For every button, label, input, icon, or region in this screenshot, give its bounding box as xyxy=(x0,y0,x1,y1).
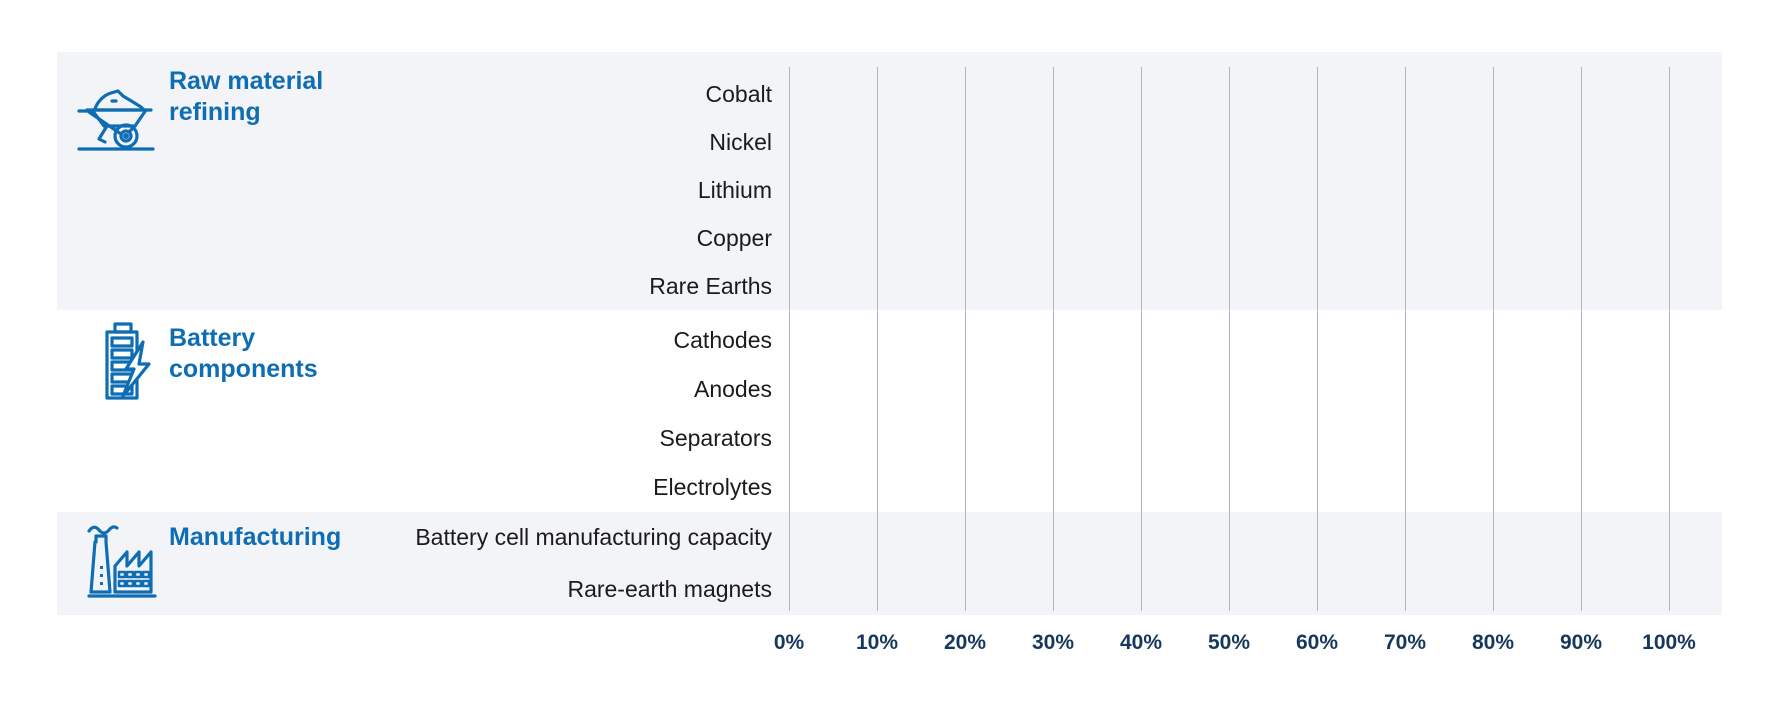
row-label-rare-earths: Rare Earths xyxy=(649,272,772,299)
x-tick-20: 20% xyxy=(943,631,987,654)
gridlines xyxy=(57,52,1722,615)
group-title-battery-components: Battery components xyxy=(169,324,318,383)
gridline-60 xyxy=(1317,67,1318,611)
row-label-cobalt: Cobalt xyxy=(705,80,772,107)
wheelbarrow-icon xyxy=(77,74,163,152)
gridline-10 xyxy=(877,67,878,611)
x-axis: 0% 10% 20% 30% 40% 50% 60% 70% 80% 90% 1… xyxy=(57,630,1722,658)
gridline-20 xyxy=(965,67,966,611)
x-tick-90: 90% xyxy=(1559,631,1603,654)
row-nickel: Nickel xyxy=(57,118,1722,166)
row-battery-cell-manufacturing-capacity: Battery cell manufacturing capacity xyxy=(57,512,1722,564)
group-manufacturing: Manufacturing Battery cell manufacturing… xyxy=(57,512,1722,615)
group-raw-material-refining: Raw material refining Cobalt Nickel Lith… xyxy=(57,52,1722,310)
battery-icon xyxy=(95,322,161,402)
row-label-battery-cell-manufacturing-capacity: Battery cell manufacturing capacity xyxy=(415,524,772,551)
gridline-50 xyxy=(1229,67,1230,611)
x-tick-40: 40% xyxy=(1119,631,1163,654)
x-tick-50: 50% xyxy=(1207,631,1251,654)
row-cathodes: Cathodes xyxy=(57,316,1722,365)
row-anodes: Anodes xyxy=(57,365,1722,414)
row-label-nickel: Nickel xyxy=(709,128,772,155)
x-tick-80: 80% xyxy=(1471,631,1515,654)
x-tick-0: 0% xyxy=(773,631,805,654)
gridline-0 xyxy=(789,67,790,611)
group-battery-components: Battery components Cathodes Anodes Separ… xyxy=(57,310,1722,512)
factory-icon xyxy=(75,522,163,600)
gridline-40 xyxy=(1141,67,1142,611)
group-title-manufacturing: Manufacturing xyxy=(169,523,342,551)
row-separators: Separators xyxy=(57,414,1722,463)
row-cobalt: Cobalt xyxy=(57,70,1722,118)
row-label-separators: Separators xyxy=(659,425,772,451)
x-tick-30: 30% xyxy=(1031,631,1075,654)
x-tick-10: 10% xyxy=(855,631,899,654)
gridline-90 xyxy=(1581,67,1582,611)
gridline-80 xyxy=(1493,67,1494,611)
row-rare-earth-magnets: Rare-earth magnets xyxy=(57,564,1722,616)
row-electrolytes: Electrolytes xyxy=(57,463,1722,512)
x-tick-100: 100% xyxy=(1642,631,1696,654)
row-label-copper: Copper xyxy=(696,224,772,251)
row-label-anodes: Anodes xyxy=(693,376,772,402)
row-label-lithium: Lithium xyxy=(697,176,772,203)
row-rare-earths: Rare Earths xyxy=(57,262,1722,310)
group-title-raw-material-refining: Raw material refining xyxy=(169,67,324,126)
row-label-cathodes: Cathodes xyxy=(673,327,772,353)
x-tick-60: 60% xyxy=(1295,631,1339,654)
chart-plot-area: Raw material refining Cobalt Nickel Lith… xyxy=(57,52,1722,615)
gridline-100 xyxy=(1669,67,1670,611)
gridline-30 xyxy=(1053,67,1054,611)
row-lithium: Lithium xyxy=(57,166,1722,214)
row-label-rare-earth-magnets: Rare-earth magnets xyxy=(567,575,772,602)
gridline-70 xyxy=(1405,67,1406,611)
row-copper: Copper xyxy=(57,214,1722,262)
x-tick-70: 70% xyxy=(1383,631,1427,654)
row-label-electrolytes: Electrolytes xyxy=(653,474,772,500)
